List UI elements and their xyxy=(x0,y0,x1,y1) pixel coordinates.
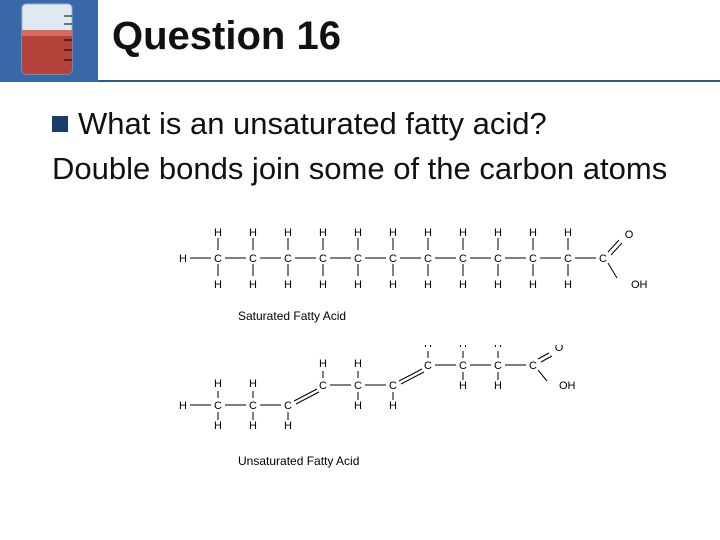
svg-text:OH: OH xyxy=(559,380,576,392)
svg-text:O: O xyxy=(555,345,564,354)
svg-text:C: C xyxy=(529,360,537,372)
svg-text:H: H xyxy=(284,227,292,239)
svg-text:C: C xyxy=(459,253,467,265)
svg-text:H: H xyxy=(354,279,362,291)
saturated-chain-diagram: H C H H C H H C H H C H H C H H C H H C H H C H H C H H C H H C H H C O OH xyxy=(170,222,670,300)
unsaturated-label: Unsaturated Fatty Acid xyxy=(238,454,690,468)
slide-content: What is an unsaturated fatty acid? Doubl… xyxy=(52,100,692,188)
svg-text:H: H xyxy=(564,279,572,291)
svg-text:H: H xyxy=(424,279,432,291)
svg-text:H: H xyxy=(179,400,187,412)
svg-text:H: H xyxy=(494,345,502,350)
svg-text:H: H xyxy=(179,253,187,265)
svg-text:H: H xyxy=(284,420,292,432)
svg-text:H: H xyxy=(249,378,257,390)
svg-text:C: C xyxy=(214,253,222,265)
svg-text:C: C xyxy=(319,380,327,392)
svg-text:C: C xyxy=(564,253,572,265)
answer-text: Double bonds join some of the carbon ato… xyxy=(52,150,692,188)
svg-text:H: H xyxy=(494,227,502,239)
svg-text:C: C xyxy=(214,400,222,412)
unsaturated-chain-diagram: HCHHCHHCHCHCHHCHCHCHHCHHCOOH xyxy=(170,345,670,445)
saturated-label: Saturated Fatty Acid xyxy=(238,309,690,323)
svg-text:H: H xyxy=(389,400,397,412)
svg-text:H: H xyxy=(214,420,222,432)
svg-text:C: C xyxy=(389,380,397,392)
svg-text:H: H xyxy=(529,227,537,239)
svg-text:H: H xyxy=(494,380,502,392)
question-text: What is an unsaturated fatty acid? xyxy=(78,106,547,142)
svg-text:C: C xyxy=(424,253,432,265)
svg-text:H: H xyxy=(249,227,257,239)
svg-text:H: H xyxy=(214,227,222,239)
svg-text:H: H xyxy=(249,279,257,291)
svg-text:C: C xyxy=(354,253,362,265)
svg-text:H: H xyxy=(389,279,397,291)
question-line: What is an unsaturated fatty acid? xyxy=(52,106,692,142)
svg-text:H: H xyxy=(424,345,432,350)
svg-text:H: H xyxy=(459,279,467,291)
svg-text:OH: OH xyxy=(631,279,648,291)
svg-text:H: H xyxy=(529,279,537,291)
svg-text:H: H xyxy=(354,227,362,239)
svg-text:H: H xyxy=(249,420,257,432)
square-bullet-icon xyxy=(52,116,68,132)
svg-text:C: C xyxy=(424,360,432,372)
svg-text:C: C xyxy=(284,253,292,265)
svg-text:H: H xyxy=(214,279,222,291)
svg-text:H: H xyxy=(284,279,292,291)
svg-text:H: H xyxy=(459,345,467,350)
fatty-acid-diagrams: HCHHCHHCHHCHHCHHCHHCHHCHHCHHCHHCHHCOOH S… xyxy=(170,222,690,468)
svg-text:H: H xyxy=(319,358,327,370)
svg-text:C: C xyxy=(319,253,327,265)
svg-text:C: C xyxy=(249,253,257,265)
svg-text:H: H xyxy=(214,378,222,390)
svg-text:C: C xyxy=(529,253,537,265)
svg-text:H: H xyxy=(319,279,327,291)
svg-text:H: H xyxy=(459,227,467,239)
svg-text:H: H xyxy=(354,400,362,412)
svg-text:C: C xyxy=(459,360,467,372)
svg-text:C: C xyxy=(494,360,502,372)
svg-text:H: H xyxy=(424,227,432,239)
svg-text:H: H xyxy=(459,380,467,392)
svg-text:O: O xyxy=(625,229,634,241)
svg-text:C: C xyxy=(249,400,257,412)
svg-text:H: H xyxy=(354,358,362,370)
svg-text:H: H xyxy=(494,279,502,291)
slide-title: Question 16 xyxy=(112,14,341,59)
svg-text:C: C xyxy=(354,380,362,392)
svg-text:C: C xyxy=(284,400,292,412)
svg-text:C: C xyxy=(599,253,607,265)
svg-text:H: H xyxy=(319,227,327,239)
svg-text:C: C xyxy=(389,253,397,265)
svg-text:C: C xyxy=(494,253,502,265)
svg-text:H: H xyxy=(564,227,572,239)
svg-text:H: H xyxy=(389,227,397,239)
